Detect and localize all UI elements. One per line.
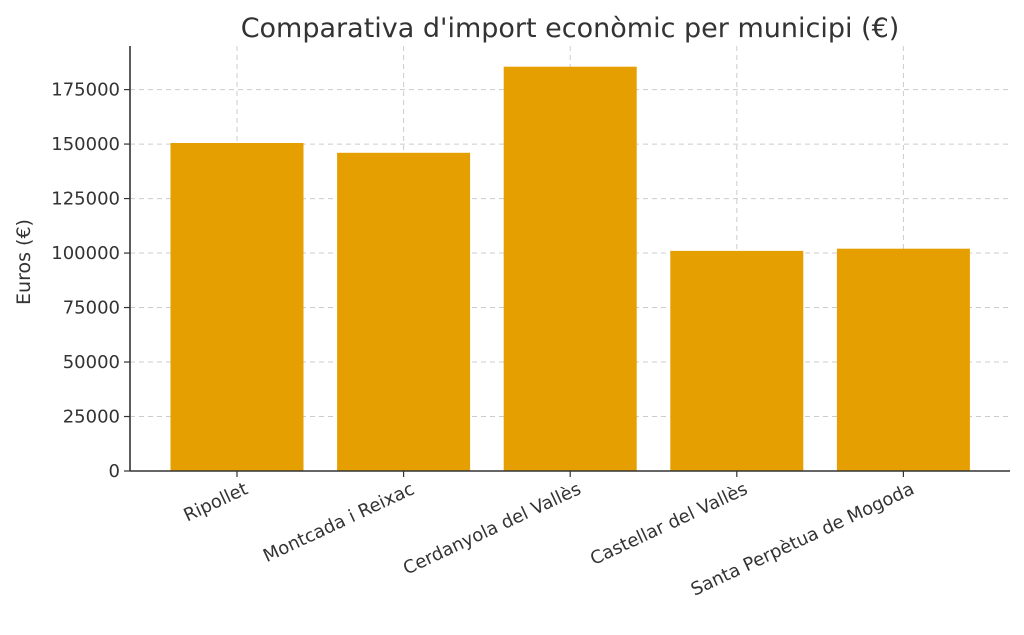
y-tick-label: 175000 (51, 80, 120, 101)
bar (337, 152, 471, 472)
y-tick-label: 125000 (51, 189, 120, 210)
bar (670, 250, 804, 471)
y-tick-label: 100000 (51, 243, 120, 264)
y-tick-label: 0 (109, 461, 120, 482)
x-tick-label: Castellar del Vallès (587, 478, 751, 569)
y-tick-label: 50000 (63, 352, 120, 373)
y-axis-label: Euros (€) (13, 219, 35, 305)
y-tick-label: 150000 (51, 134, 120, 155)
bar (170, 142, 304, 471)
bar (503, 66, 637, 471)
bar (836, 248, 970, 471)
bars (170, 66, 970, 472)
y-tick-label: 25000 (63, 407, 120, 428)
y-tick-label: 75000 (63, 298, 120, 319)
x-tick-label: Cerdanyola del Vallès (400, 478, 584, 579)
chart-title: Comparativa d'import econòmic per munici… (241, 13, 900, 44)
x-tick-label: Ripollet (181, 478, 252, 526)
x-tick-label: Montcada i Reixac (260, 478, 418, 566)
